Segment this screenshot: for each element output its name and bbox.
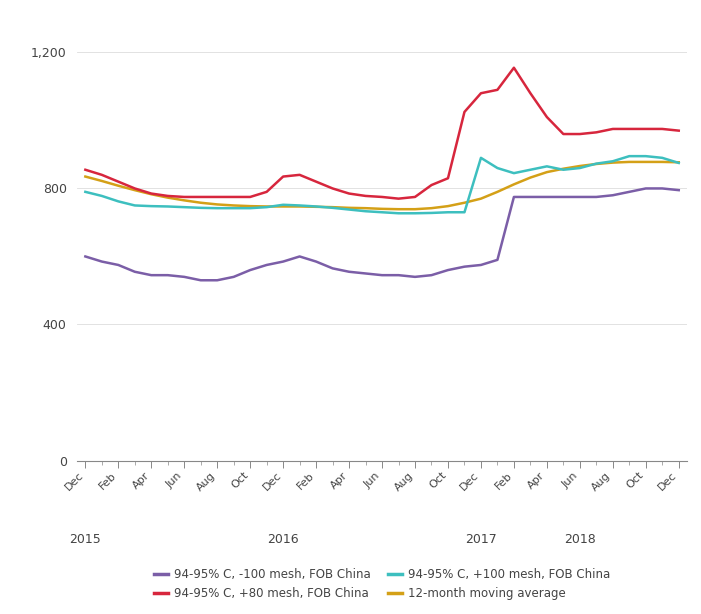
Legend: 94-95% C, -100 mesh, FOB China, 94-95% C, +80 mesh, FOB China, 94-95% C, +100 me: 94-95% C, -100 mesh, FOB China, 94-95% C… xyxy=(149,564,615,605)
Text: 2018: 2018 xyxy=(564,533,596,546)
Text: 2016: 2016 xyxy=(267,533,299,546)
Text: 2015: 2015 xyxy=(69,533,101,546)
Text: 2017: 2017 xyxy=(465,533,497,546)
